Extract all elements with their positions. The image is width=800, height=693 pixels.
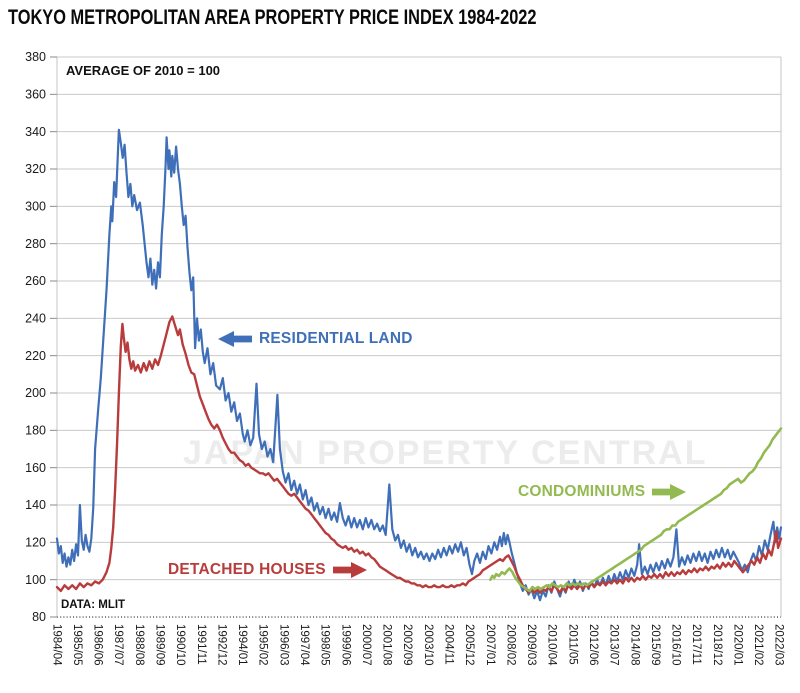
svg-text:380: 380: [25, 50, 46, 64]
svg-text:140: 140: [25, 498, 46, 512]
svg-text:100: 100: [25, 573, 46, 587]
svg-text:120: 120: [25, 536, 46, 550]
svg-text:240: 240: [25, 312, 46, 326]
series-lines: [55, 128, 783, 602]
svg-text:1985/05: 1985/05: [71, 624, 83, 666]
gridlines: [56, 56, 782, 618]
detached-houses-label: DETACHED HOUSES: [168, 561, 326, 578]
svg-text:2007/01: 2007/01: [484, 624, 496, 666]
svg-text:2010/04: 2010/04: [546, 624, 558, 666]
residential-land-annotation: RESIDENTIAL LAND: [218, 330, 413, 348]
svg-text:1996/03: 1996/03: [277, 624, 289, 666]
svg-text:200: 200: [25, 386, 46, 400]
svg-text:1995/02: 1995/02: [257, 624, 269, 666]
svg-text:180: 180: [25, 424, 46, 438]
svg-text:2000/07: 2000/07: [360, 624, 372, 666]
svg-text:1997/04: 1997/04: [298, 624, 310, 666]
svg-text:2009/03: 2009/03: [525, 624, 537, 666]
svg-text:340: 340: [25, 125, 46, 139]
svg-text:1990/10: 1990/10: [174, 624, 186, 666]
svg-text:2008/02: 2008/02: [504, 624, 516, 666]
svg-text:1992/12: 1992/12: [215, 624, 227, 666]
svg-text:280: 280: [25, 237, 46, 251]
svg-text:2014/08: 2014/08: [628, 624, 640, 666]
svg-text:1998/05: 1998/05: [319, 624, 331, 666]
svg-text:2013/07: 2013/07: [608, 624, 620, 666]
svg-text:2020/01: 2020/01: [731, 624, 743, 666]
data-source-note: DATA: MLIT: [61, 599, 126, 611]
detached-houses-annotation: DETACHED HOUSES: [168, 561, 367, 579]
residential-land-label: RESIDENTIAL LAND: [259, 330, 413, 347]
svg-text:2005/12: 2005/12: [463, 624, 475, 666]
svg-text:1986/06: 1986/06: [92, 624, 104, 666]
svg-text:2021/02: 2021/02: [752, 624, 764, 666]
left-arrow-icon: [218, 331, 252, 347]
svg-text:2022/03: 2022/03: [773, 624, 785, 666]
svg-text:160: 160: [25, 461, 46, 475]
svg-text:1994/01: 1994/01: [236, 624, 248, 666]
svg-text:2001/08: 2001/08: [381, 624, 393, 666]
svg-text:2003/10: 2003/10: [422, 624, 434, 666]
y-axis: 380 360 340 320 300 280 260 240 220 200 180 160 140 1…: [25, 50, 57, 624]
svg-text:80: 80: [32, 610, 46, 624]
svg-text:320: 320: [25, 162, 46, 176]
chart-title: TOKYO METROPOLITAN AREA PROPERTY PRICE I…: [8, 6, 537, 29]
svg-text:2002/09: 2002/09: [401, 624, 413, 666]
svg-text:1991/11: 1991/11: [195, 624, 207, 665]
svg-text:1989/09: 1989/09: [154, 624, 166, 666]
watermark: JAPAN PROPERTY CENTRAL: [183, 434, 708, 472]
svg-text:360: 360: [25, 88, 46, 102]
svg-text:260: 260: [25, 274, 46, 288]
right-arrow-icon: [332, 562, 367, 578]
index-base-note: AVERAGE OF 2010 = 100: [66, 63, 221, 78]
svg-text:1988/08: 1988/08: [133, 624, 145, 666]
svg-text:2012/06: 2012/06: [587, 624, 599, 666]
svg-text:2004/11: 2004/11: [442, 624, 454, 665]
svg-text:220: 220: [25, 349, 46, 363]
svg-text:300: 300: [25, 200, 46, 214]
condominiums-annotation: CONDOMINIUMS: [518, 483, 687, 501]
svg-text:2016/10: 2016/10: [670, 624, 682, 666]
right-arrow-icon: [652, 484, 687, 500]
svg-text:2015/09: 2015/09: [649, 624, 661, 666]
condominiums-label: CONDOMINIUMS: [518, 483, 646, 500]
svg-text:1999/06: 1999/06: [339, 624, 351, 666]
x-axis: 1984/04 1985/05 1986/06 1987/07 1988/08 1989/…: [50, 624, 784, 666]
svg-text:2017/11: 2017/11: [690, 624, 702, 665]
svg-text:1984/04: 1984/04: [50, 624, 62, 666]
svg-text:2011/05: 2011/05: [566, 624, 578, 665]
svg-text:2018/12: 2018/12: [711, 624, 723, 666]
svg-text:1987/07: 1987/07: [112, 624, 124, 666]
